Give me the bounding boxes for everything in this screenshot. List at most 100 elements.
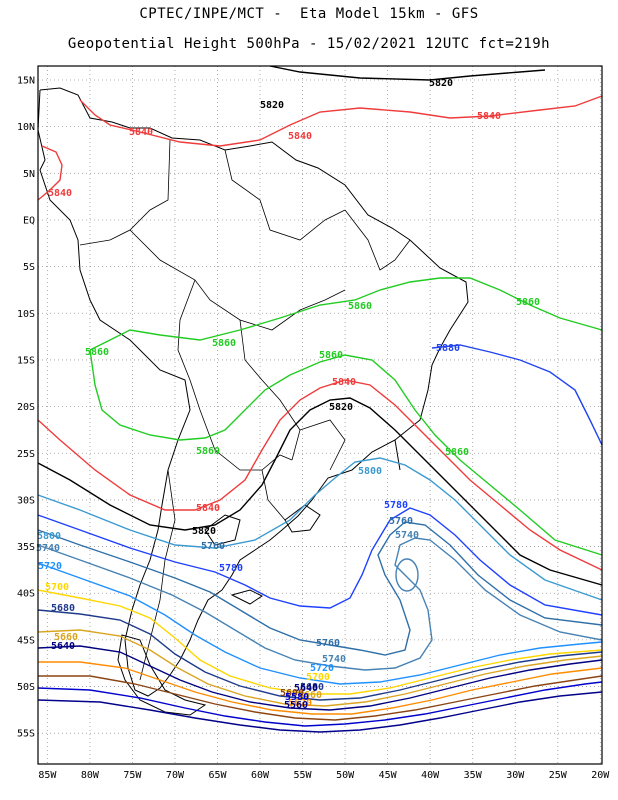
- longitude-label: 80W: [81, 770, 100, 781]
- contour-label-5860: 5860: [212, 338, 236, 349]
- longitude-label: 25W: [549, 770, 568, 781]
- contour-label-5760: 5760: [201, 541, 225, 552]
- contour-label-5600: 5600: [280, 688, 304, 699]
- contour-label-5640: 5640: [294, 683, 318, 694]
- latitude-labels: 15N 10N 5N EQ 5S 10S 15S 20S 25S 30S 35S 40S 45S 50S 5…: [17, 75, 35, 739]
- longitude-label: 50W: [336, 770, 355, 781]
- contour-label-5640: 5640: [51, 641, 75, 652]
- contour-line-5740: [395, 558, 419, 592]
- contour-line-5780: [37, 507, 603, 616]
- contour-line-5860: [89, 277, 603, 351]
- contour-lines: [37, 65, 603, 733]
- latitude-label: EQ: [23, 215, 35, 226]
- contour-line-5660: [37, 629, 603, 707]
- latitude-label: 15N: [17, 75, 35, 86]
- contour-label-5740: 5740: [36, 543, 60, 554]
- contour-label-5780: 5780: [384, 500, 408, 511]
- contour-label-5740: 5740: [395, 530, 419, 541]
- contour-label-5660: 5660: [54, 632, 78, 643]
- contour-line-5820: [269, 65, 546, 81]
- contour-line-5600: [38, 675, 603, 721]
- contour-line-5580: [37, 681, 603, 727]
- contour-line-5700: [37, 589, 603, 695]
- coastline-south-america: [37, 87, 469, 716]
- latitude-label: 5N: [23, 169, 35, 180]
- latitude-label: 30S: [17, 495, 35, 506]
- contour-line-5720: [37, 562, 603, 685]
- contour-label-5780: 5780: [219, 563, 243, 574]
- contour-label-5720: 5720: [38, 561, 62, 572]
- longitude-label: 65W: [208, 770, 227, 781]
- contour-label-5860: 5860: [445, 447, 469, 458]
- contour-label-5820: 5820: [329, 402, 353, 413]
- contour-label-5840: 5840: [48, 188, 72, 199]
- longitude-label: 35W: [464, 770, 483, 781]
- longitude-labels: 85W 80W 75W 70W 65W 60W 55W 50W 45W 40W 35W 30W 25W 2…: [38, 770, 610, 781]
- contour-line-5680: [37, 609, 603, 701]
- contour-label-5660: 5660: [298, 690, 322, 701]
- latitude-label: 10S: [17, 309, 35, 320]
- contour-line-5620: [38, 661, 603, 715]
- contour-line-5640: [37, 645, 603, 711]
- latitude-label: 50S: [17, 682, 35, 693]
- contour-label-5760: 5760: [316, 638, 340, 649]
- contour-label-5880: 5880: [436, 343, 460, 354]
- latitude-label: 55S: [17, 729, 35, 740]
- longitude-label: 20W: [591, 770, 610, 781]
- map-frame: [37, 65, 603, 765]
- latitude-label: 10N: [17, 122, 35, 133]
- contour-label-5700: 5700: [306, 672, 330, 683]
- contour-label-5740: 5740: [322, 654, 346, 665]
- contour-label-5840: 5840: [196, 503, 220, 514]
- contour-labels: 5820 5820 5840 5840 5840 5840 5860 5860 5860 5860…: [36, 78, 540, 711]
- contour-label-5720: 5720: [310, 663, 334, 674]
- contour-line-5740: [37, 537, 603, 671]
- contour-label-5860: 5860: [516, 297, 540, 308]
- contour-label-5580: 5580: [285, 692, 309, 703]
- contour-line-5840: [37, 379, 603, 571]
- contour-label-5760: 5760: [389, 516, 413, 527]
- longitude-label: 85W: [38, 770, 57, 781]
- latitude-label: 15S: [17, 355, 35, 366]
- longitude-label: 60W: [251, 770, 270, 781]
- latitude-label: 45S: [17, 635, 35, 646]
- contour-line-5880: [431, 344, 603, 446]
- contour-label-5620: 5620: [288, 698, 312, 709]
- longitude-label: 55W: [294, 770, 313, 781]
- longitude-label: 40W: [421, 770, 440, 781]
- latitude-label: 20S: [17, 402, 35, 413]
- latitude-label: 40S: [17, 589, 35, 600]
- contour-label-5840: 5840: [129, 127, 153, 138]
- contour-label-5680: 5680: [51, 603, 75, 614]
- longitude-label: 45W: [379, 770, 398, 781]
- contour-label-5820: 5820: [429, 78, 453, 89]
- longitude-label: 70W: [166, 770, 185, 781]
- contour-label-5840: 5840: [477, 111, 501, 122]
- map-subtitle: Geopotential Height 500hPa - 15/02/2021 …: [67, 36, 551, 52]
- latitude-label: 35S: [17, 542, 35, 553]
- latitude-label: 25S: [17, 449, 35, 460]
- contour-label-5840: 5840: [288, 131, 312, 142]
- contour-label-5800: 5800: [37, 531, 61, 542]
- contour-line-5760: [37, 521, 603, 656]
- longitude-label: 30W: [506, 770, 525, 781]
- contour-label-5700: 5700: [45, 582, 69, 593]
- contour-line-5840: [37, 145, 63, 201]
- contour-label-5860: 5860: [319, 350, 343, 361]
- contour-line-5800: [37, 457, 603, 601]
- contour-label-5820: 5820: [260, 100, 284, 111]
- contour-line-5560: [37, 691, 603, 733]
- contour-label-5860: 5860: [85, 347, 109, 358]
- contour-label-5860: 5860: [348, 301, 372, 312]
- longitude-label: 75W: [123, 770, 142, 781]
- contour-line-5820: [37, 397, 603, 586]
- lat-lon-grid: [38, 66, 602, 764]
- contour-label-5800: 5800: [358, 466, 382, 477]
- contour-label-5680: 5680: [300, 682, 324, 693]
- map-title: CPTEC/INPE/MCT - Eta Model 15km - GFS: [139, 6, 479, 22]
- contour-label-5840: 5840: [332, 377, 356, 388]
- latitude-label: 5S: [23, 262, 35, 273]
- contour-label-5560: 5560: [284, 700, 308, 711]
- contour-line-5840: [79, 95, 603, 147]
